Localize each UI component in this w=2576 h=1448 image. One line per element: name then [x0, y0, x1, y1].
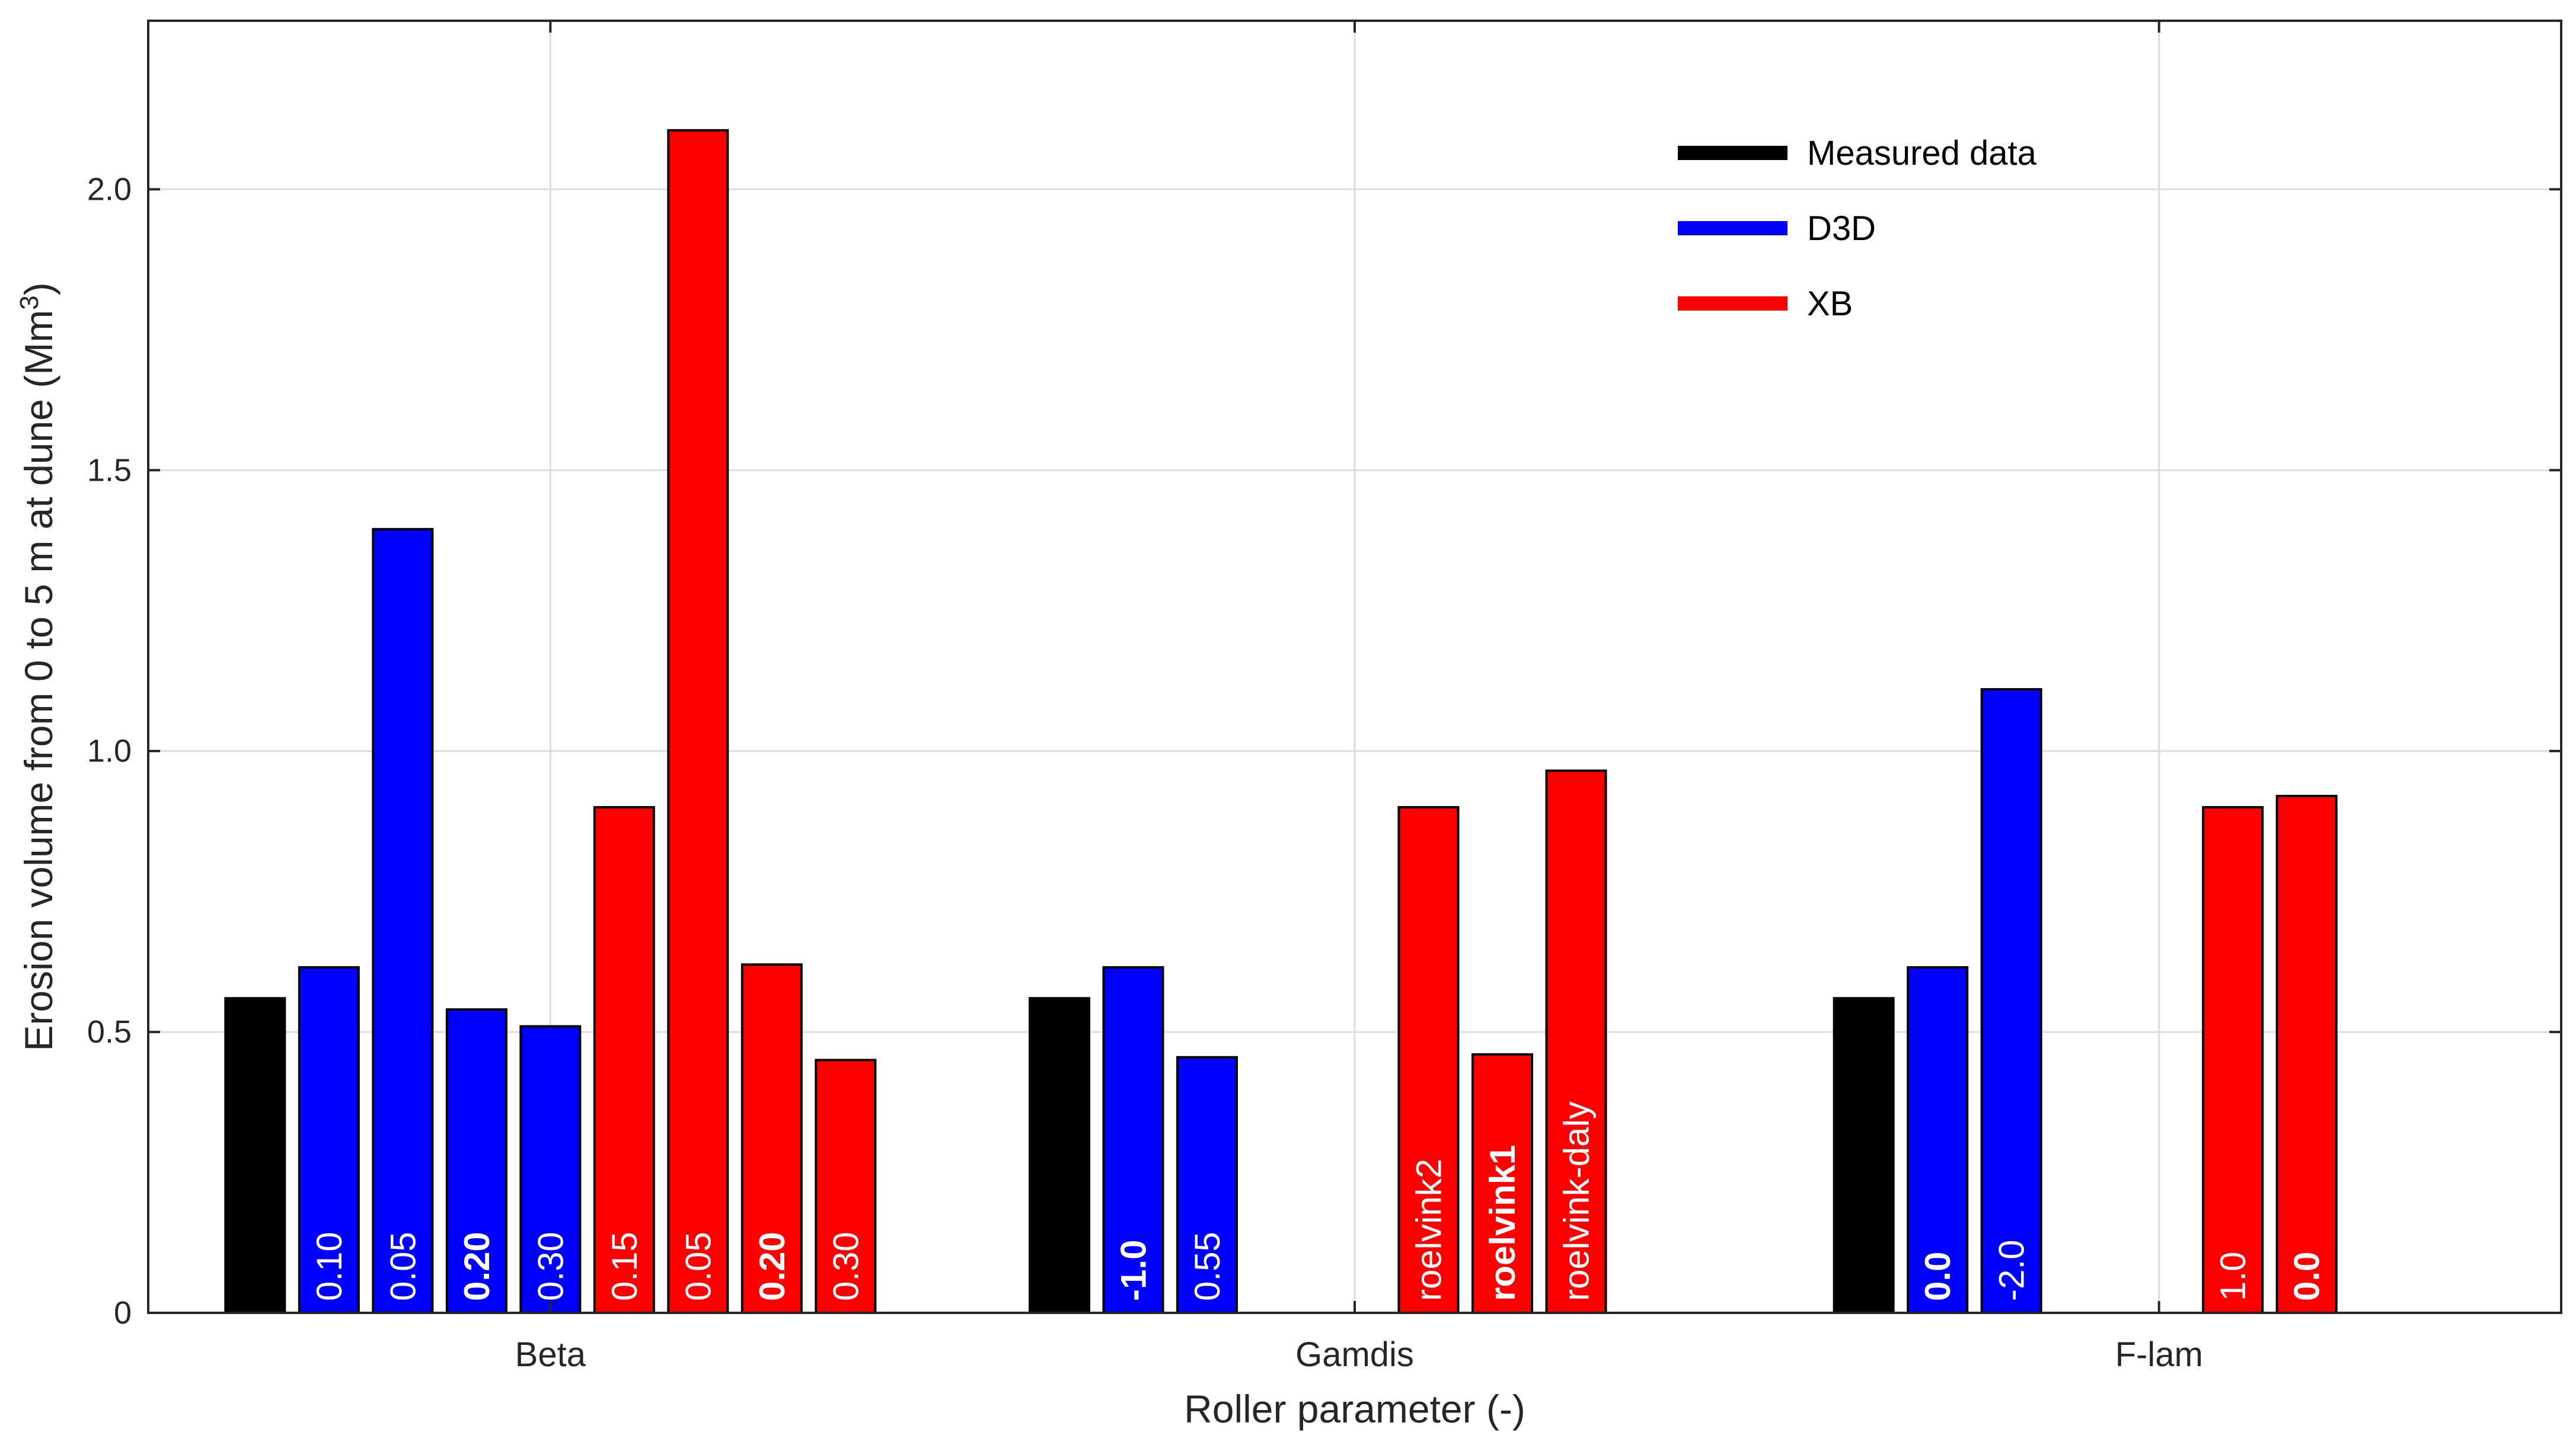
- bar-gamdis-d3d: [1102, 966, 1164, 1314]
- bar-value-label: 0.30: [531, 1232, 570, 1301]
- bar-value-label: -2.0: [1992, 1240, 2032, 1301]
- bar-value-label: 0.05: [383, 1232, 423, 1301]
- legend-label-measured-data: Measured data: [1807, 134, 2037, 172]
- group-label-f-lam: F-lam: [2115, 1335, 2203, 1374]
- y-tick-label: 1.5: [87, 452, 132, 488]
- bar-value-label: 0.0: [2287, 1252, 2327, 1301]
- y-tick-label: 0.5: [87, 1014, 132, 1050]
- bar-value-label: 1.0: [2213, 1252, 2253, 1301]
- bar-gamdis-measured-data: [1029, 997, 1090, 1314]
- bar-value-label: roelvink-daly: [1557, 1101, 1597, 1301]
- bar-beta-xb: [815, 1059, 877, 1314]
- group-label-gamdis: Gamdis: [1295, 1335, 1414, 1374]
- bar-beta-xb: [740, 963, 803, 1314]
- bar-f-lam-d3d: [1907, 966, 1969, 1314]
- bar-labels-layer: 0.10 0.05 0.20 0.30 0.15 0.05 0.20 0.30 -1.0 0.55…: [309, 1101, 2327, 1301]
- bar-beta-d3d: [372, 528, 434, 1314]
- grid-layer: [148, 21, 2561, 1313]
- bar-beta-d3d: [445, 1008, 507, 1315]
- bars-layer: [224, 129, 2338, 1315]
- legend-label-d3d: D3D: [1807, 209, 1876, 248]
- bar-value-label: roelvink2: [1409, 1159, 1449, 1301]
- legend: Measured data D3D XB: [1678, 134, 2037, 323]
- y-axis-label-close: ): [17, 282, 60, 295]
- bar-value-label: 0.30: [826, 1232, 866, 1301]
- bar-value-label: 0.55: [1188, 1232, 1227, 1301]
- bar-value-label: 0.15: [605, 1232, 644, 1301]
- bar-beta-xb: [593, 805, 655, 1314]
- bar-f-lam-d3d: [1980, 688, 2042, 1314]
- group-label-beta: Beta: [515, 1335, 586, 1374]
- bar-beta-xb: [667, 129, 729, 1315]
- group-labels-layer: Beta Gamdis F-lam: [515, 1335, 2203, 1374]
- y-axis-label: Erosion volume from 0 to 5 m at dune (Mm…: [15, 282, 60, 1051]
- y-tick-label: 0: [114, 1295, 132, 1331]
- bar-value-label: 0.20: [457, 1232, 497, 1301]
- bar-gamdis-xb: [1545, 769, 1607, 1314]
- y-tick-label: 1.0: [87, 733, 132, 769]
- bar-value-label: 0.20: [752, 1232, 792, 1301]
- y-axis-label-superscript: 3: [15, 295, 44, 309]
- bar-gamdis-d3d: [1176, 1056, 1238, 1314]
- bar-f-lam-xb: [2275, 795, 2338, 1314]
- bar-value-label: 0.10: [309, 1232, 349, 1301]
- bar-value-label: roelvink1: [1483, 1145, 1522, 1301]
- bar-value-label: 0.0: [1918, 1252, 1958, 1301]
- legend-label-xb: XB: [1807, 285, 1853, 323]
- bar-beta-d3d: [519, 1025, 582, 1314]
- bar-f-lam-xb: [2202, 805, 2264, 1314]
- y-axis-label-main: Erosion volume from 0 to 5 m at dune (Mm: [17, 310, 60, 1051]
- bar-gamdis-xb: [1471, 1053, 1533, 1314]
- bar-value-label: -1.0: [1114, 1240, 1154, 1301]
- bar-value-label: 0.05: [678, 1232, 718, 1301]
- x-axis-label: Roller parameter (-): [1184, 1387, 1525, 1431]
- bar-f-lam-measured-data: [1833, 997, 1895, 1314]
- bar-beta-measured-data: [224, 997, 286, 1314]
- ticks-layer: 0 0.5 1.0 1.5 2.0: [87, 21, 2561, 1331]
- y-tick-label: 2.0: [87, 171, 132, 207]
